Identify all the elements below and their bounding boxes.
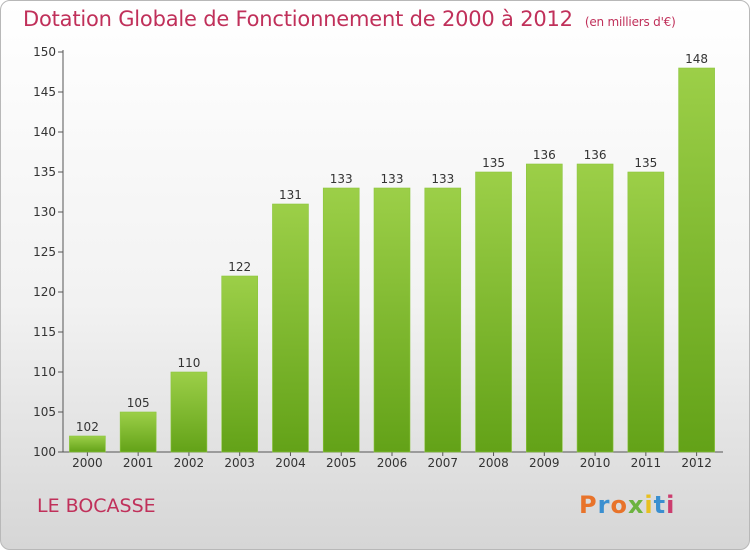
x-tick-label: 2002: [174, 456, 205, 470]
commune-name: LE BOCASSE: [37, 495, 156, 517]
chart-title-text: Dotation Globale de Fonctionnement de 20…: [23, 7, 573, 31]
chart-unit: (en milliers d'€): [584, 15, 676, 29]
chart-title: Dotation Globale de Fonctionnement de 20…: [23, 7, 676, 31]
x-tick-label: 2011: [631, 456, 662, 470]
y-tick-label: 145: [33, 85, 56, 99]
y-tick-label: 125: [33, 245, 56, 259]
bar: [69, 435, 106, 453]
x-tick-label: 2008: [478, 456, 509, 470]
y-tick-label: 130: [33, 205, 56, 219]
bar: [221, 275, 258, 453]
x-tick-label: 2005: [326, 456, 357, 470]
y-tick-label: 110: [33, 365, 56, 379]
bar-value-label: 136: [533, 148, 556, 162]
bar-value-label: 131: [279, 188, 302, 202]
bar-value-label: 148: [685, 52, 708, 66]
bar-value-label: 105: [127, 396, 150, 410]
bar-value-label: 133: [431, 172, 454, 186]
bar-value-label: 135: [634, 156, 657, 170]
y-tick-label: 150: [33, 45, 56, 59]
x-tick-label: 2009: [529, 456, 560, 470]
logo-letter: P: [579, 491, 598, 519]
bar: [475, 171, 512, 453]
bar: [576, 163, 614, 453]
proxiti-logo: Proxiti: [579, 491, 675, 519]
bar: [627, 171, 665, 453]
logo-letter: o: [610, 491, 628, 519]
logo-letter: r: [597, 491, 611, 519]
bar-value-label: 135: [482, 156, 505, 170]
y-tick-label: 120: [33, 285, 56, 299]
logo-letter: t: [653, 491, 667, 519]
x-tick-label: 2004: [275, 456, 306, 470]
bar: [272, 203, 309, 453]
bar: [170, 371, 208, 453]
bar: [678, 67, 715, 453]
x-tick-label: 2000: [72, 456, 103, 470]
y-tick-label: 115: [33, 325, 56, 339]
y-tick-label: 140: [33, 125, 56, 139]
bar-value-label: 133: [381, 172, 404, 186]
bar: [526, 163, 563, 453]
bar: [373, 187, 411, 453]
x-tick-label: 2010: [580, 456, 611, 470]
bar-value-label: 102: [76, 420, 99, 434]
x-tick-label: 2001: [123, 456, 154, 470]
bar-value-label: 133: [330, 172, 353, 186]
bar: [119, 411, 157, 453]
x-tick-label: 2006: [377, 456, 408, 470]
y-tick-label: 100: [33, 445, 56, 459]
bar: [424, 187, 462, 453]
bar-value-label: 122: [228, 260, 251, 274]
y-tick-label: 105: [33, 405, 56, 419]
x-tick-label: 2007: [427, 456, 458, 470]
y-tick-label: 135: [33, 165, 56, 179]
x-tick-label: 2012: [681, 456, 712, 470]
x-tick-label: 2003: [224, 456, 255, 470]
logo-letter: x: [627, 491, 645, 519]
bar-value-label: 136: [584, 148, 607, 162]
logo-letter: i: [644, 491, 654, 519]
bar-value-label: 110: [177, 356, 200, 370]
logo-letter: i: [666, 491, 676, 519]
bar: [322, 187, 360, 453]
